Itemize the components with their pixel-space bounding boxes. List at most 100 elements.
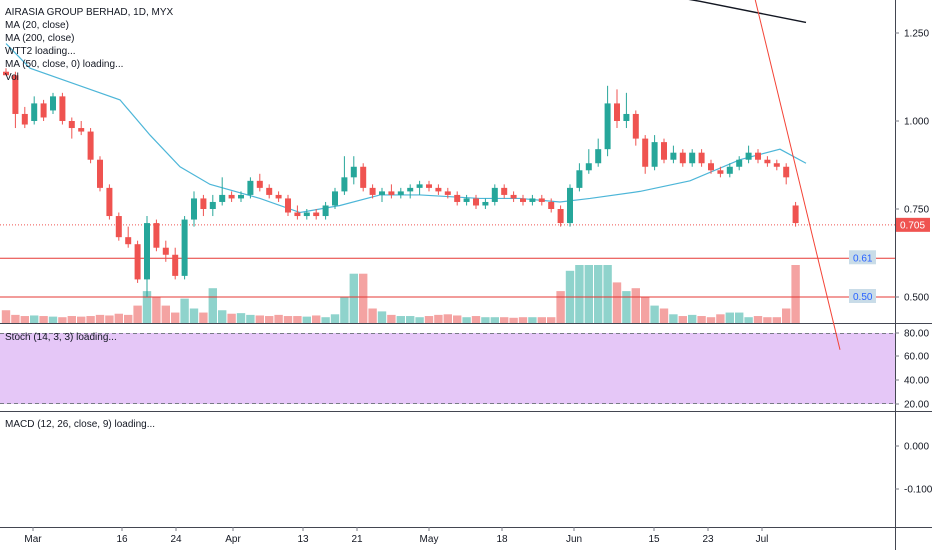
volume-bar [227, 313, 236, 323]
volume-bar [500, 317, 509, 323]
candle-body [407, 187, 414, 192]
candle-body [435, 187, 442, 192]
volume-bar [471, 316, 481, 323]
volume-bar [688, 314, 697, 323]
volume-bar [725, 312, 734, 323]
volume-bar [265, 316, 274, 323]
candle-body [31, 103, 38, 121]
macd-pane-label[interactable]: MACD (12, 26, close, 9) loading... [5, 419, 156, 430]
candle-body [134, 244, 141, 280]
volume-bar [641, 296, 650, 323]
volume-bar [189, 308, 199, 323]
candle-body [397, 191, 404, 195]
candle-body [285, 198, 291, 213]
candle-body [153, 223, 160, 248]
candle-body [482, 201, 489, 206]
volume-bar [650, 305, 659, 323]
volume-bar [547, 317, 556, 323]
candle-body [755, 152, 761, 160]
candle-body [369, 187, 376, 195]
volume-bar [659, 308, 669, 323]
stoch-pane-label[interactable]: Stoch (14, 3, 3) loading... [5, 332, 117, 343]
volume-bar [255, 315, 264, 323]
candle-body [228, 194, 235, 199]
candle-body [454, 194, 461, 202]
price-tick-label: 1.250 [904, 29, 929, 40]
volume-bar [312, 315, 321, 323]
volume-bar [114, 313, 123, 323]
legend-wtt2[interactable]: WTT2 loading... [5, 46, 76, 57]
candle-body [529, 198, 536, 202]
volume-bar [58, 317, 67, 323]
candle-body [792, 205, 799, 224]
legend-ma200[interactable]: MA (200, close) [5, 33, 75, 44]
volume-bar [133, 305, 142, 323]
stoch-tick-label: 80.00 [904, 329, 929, 340]
candle-body [745, 152, 752, 160]
candle-body [266, 187, 273, 195]
volume-bar [622, 291, 631, 323]
volume-bar [697, 316, 706, 323]
volume-bar [782, 308, 791, 323]
candle-body [426, 184, 432, 188]
volume-bar [321, 317, 330, 323]
candle-body [21, 113, 28, 125]
candle-body [491, 187, 498, 202]
candle-body [303, 212, 310, 217]
candle-body [87, 131, 94, 160]
volume-bar [443, 314, 452, 323]
candle-body [717, 170, 724, 174]
candle-body [510, 194, 517, 199]
candle-body [698, 152, 705, 164]
candle-body [689, 152, 696, 164]
candle-body [623, 113, 630, 121]
price-tick-label: 0.750 [904, 205, 929, 216]
volume-bar [453, 315, 462, 323]
volume-bar [105, 315, 114, 323]
candle-body [576, 170, 583, 188]
candle-body [416, 184, 423, 188]
volume-bar [490, 317, 499, 323]
legend-symbol[interactable]: AIRASIA GROUP BERHAD, 1D, MYX [5, 7, 174, 18]
volume-bar [236, 313, 246, 323]
volume-bar [283, 316, 293, 323]
candle-body [322, 205, 329, 217]
candle-body [651, 142, 658, 167]
volume-bar [528, 317, 537, 323]
macd-tick-label: 0.000 [904, 442, 929, 453]
candle-body [40, 103, 47, 118]
volume-bar [152, 296, 161, 323]
current-price-badge [896, 217, 930, 232]
volume-bar [77, 316, 86, 323]
volume-bar [161, 305, 170, 323]
candle-body [595, 149, 602, 164]
candle-body [736, 159, 743, 167]
legend-ma50[interactable]: MA (50, close, 0) loading... [5, 59, 124, 70]
volume-bar [406, 316, 415, 323]
candle-body [172, 254, 179, 276]
time-tick-label: 15 [648, 534, 660, 545]
candle-body [642, 138, 649, 167]
candle-body [463, 198, 470, 202]
time-tick-label: 13 [297, 534, 309, 545]
candle-body [661, 142, 667, 160]
time-tick-label: May [420, 534, 439, 545]
candle-body [332, 191, 338, 206]
candle-body [614, 103, 620, 121]
candle-body [388, 191, 395, 195]
legend: AIRASIA GROUP BERHAD, 1D, MYX MA (20, cl… [5, 6, 173, 84]
candle-body [548, 201, 555, 209]
volume-bar [218, 310, 227, 323]
candle-body [144, 223, 150, 280]
level-label-box [849, 250, 876, 265]
time-tick-label: 21 [351, 534, 363, 545]
volume-bar [67, 316, 76, 323]
legend-ma20[interactable]: MA (20, close) [5, 20, 69, 31]
volume-bar [48, 316, 58, 323]
volume-bar [199, 312, 208, 323]
candle-body [520, 198, 526, 202]
legend-vol[interactable]: Vol [5, 72, 19, 83]
stoch-tick-label: 40.00 [904, 376, 929, 387]
